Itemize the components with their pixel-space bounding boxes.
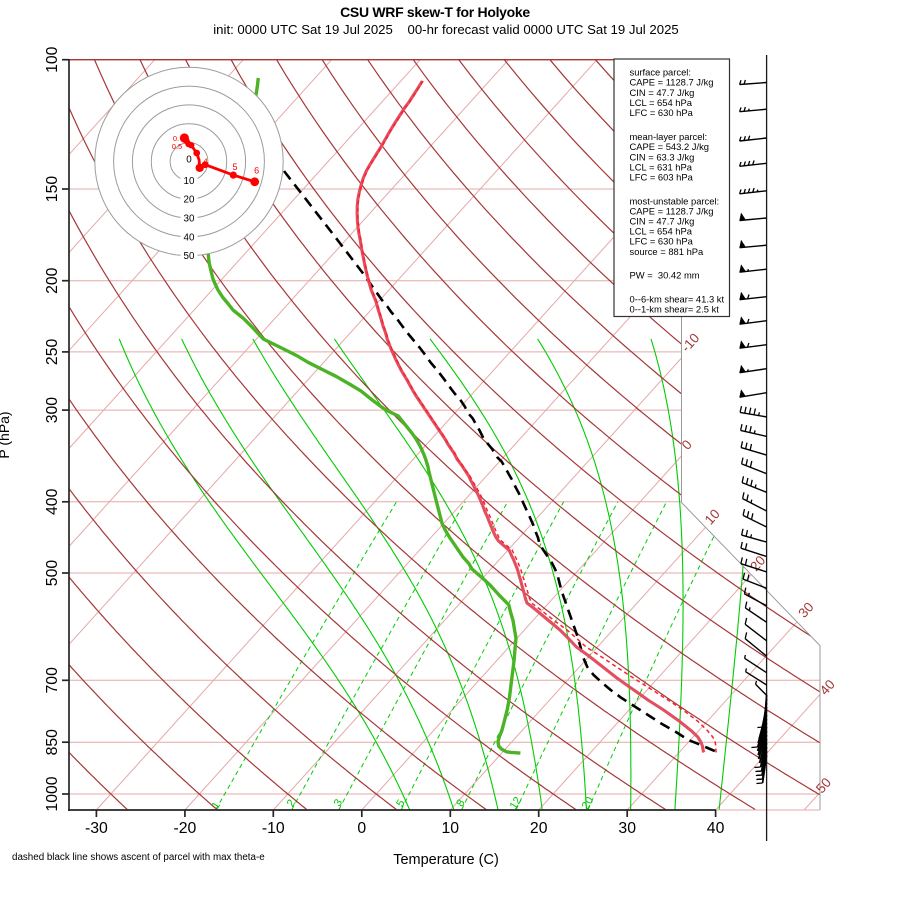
svg-text:PW = 30.42 mm: PW = 30.42 mm [630, 270, 700, 281]
svg-text:20: 20 [184, 195, 195, 206]
svg-text:P (hPa): P (hPa) [0, 411, 12, 458]
svg-text:400: 400 [44, 488, 61, 515]
svg-text:CSU WRF skew-T for Holyoke: CSU WRF skew-T for Holyoke [340, 4, 530, 20]
svg-text:150: 150 [44, 176, 61, 203]
svg-text:0--1-km shear= 2.5 kt: 0--1-km shear= 2.5 kt [630, 304, 720, 315]
svg-text:dashed black line shows ascent: dashed black line shows ascent of parcel… [12, 852, 265, 863]
svg-text:0: 0 [186, 155, 192, 166]
svg-text:LFC = 603 hPa: LFC = 603 hPa [630, 172, 694, 183]
svg-text:10: 10 [442, 820, 460, 837]
svg-text:-10: -10 [262, 820, 285, 837]
svg-text:700: 700 [44, 667, 61, 694]
svg-text:init: 0000 UTC Sat 19 Jul 2025: init: 0000 UTC Sat 19 Jul 2025 00-hr for… [213, 22, 678, 37]
svg-text:1000: 1000 [44, 776, 61, 811]
svg-text:-20: -20 [173, 820, 196, 837]
svg-text:4: 4 [203, 157, 207, 166]
svg-text:LFC = 630 hPa: LFC = 630 hPa [630, 107, 694, 118]
svg-text:40: 40 [184, 232, 195, 243]
svg-text:source = 881 hPa: source = 881 hPa [630, 246, 705, 257]
svg-text:30: 30 [184, 213, 195, 224]
svg-text:300: 300 [44, 397, 61, 424]
svg-text:0.5: 0.5 [172, 142, 182, 151]
svg-text:40: 40 [707, 820, 725, 837]
svg-text:Temperature (C): Temperature (C) [393, 852, 499, 868]
svg-text:20: 20 [530, 820, 548, 837]
svg-text:250: 250 [44, 339, 61, 366]
svg-text:850: 850 [44, 729, 61, 756]
svg-text:10: 10 [184, 176, 195, 187]
svg-text:100: 100 [44, 46, 61, 73]
svg-text:6: 6 [254, 166, 259, 176]
svg-text:50: 50 [184, 251, 195, 262]
svg-text:500: 500 [44, 560, 61, 587]
svg-text:0: 0 [357, 820, 366, 837]
svg-text:30: 30 [618, 820, 636, 837]
svg-text:200: 200 [44, 267, 61, 294]
svg-text:5: 5 [232, 162, 237, 172]
svg-text:-30: -30 [85, 820, 108, 837]
